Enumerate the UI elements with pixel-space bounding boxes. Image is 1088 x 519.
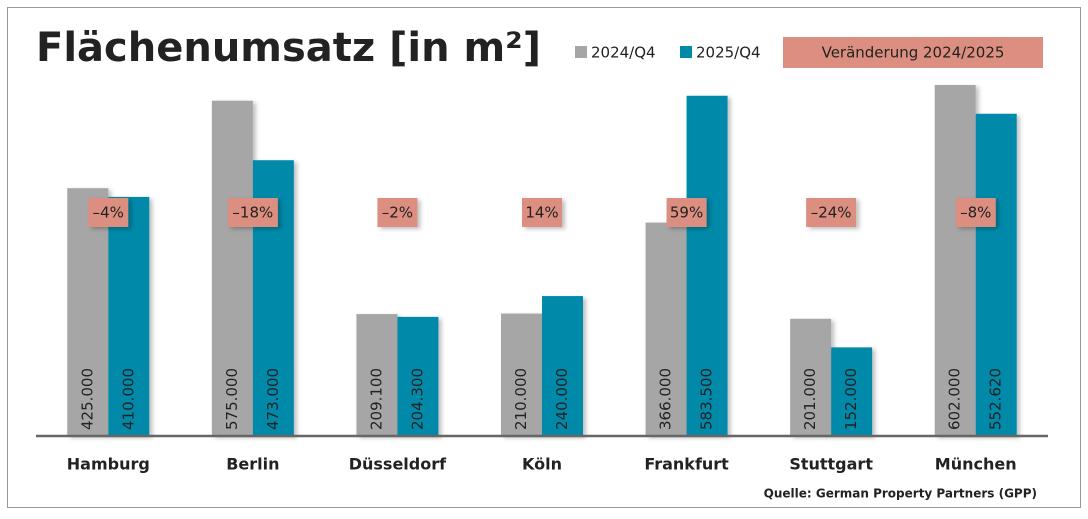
bar: [542, 296, 583, 436]
bar: [790, 318, 832, 436]
change-label: –4%: [93, 204, 124, 222]
change-label: –2%: [382, 204, 413, 222]
change-box: [955, 198, 996, 227]
bar: [934, 84, 976, 436]
value-label: 473.000: [264, 368, 282, 430]
x-tick-label: Stuttgart: [789, 455, 873, 474]
value-label: 240.000: [553, 368, 571, 430]
change-label: 59%: [670, 204, 703, 222]
value-label: 210.000: [512, 368, 530, 430]
change-label: –8%: [960, 204, 991, 222]
legend-change-label: Veränderung 2024/2025: [822, 44, 1005, 62]
change-box: [377, 198, 418, 227]
bar: [67, 188, 109, 436]
change-box: [227, 198, 278, 227]
chart-title: Flächenumsatz [in m²]: [36, 25, 541, 71]
change-box: [88, 198, 129, 227]
x-tick-label: Frankfurt: [644, 455, 729, 474]
value-label: 209.100: [367, 368, 385, 430]
value-label: 366.000: [657, 368, 675, 430]
bar: [501, 313, 542, 436]
value-label: 602.000: [946, 368, 964, 430]
bar: [356, 314, 398, 436]
bar: [397, 316, 439, 436]
bar: [686, 95, 728, 437]
change-label: 14%: [525, 204, 558, 222]
legend-swatch: [680, 46, 692, 58]
change-box: [806, 198, 857, 227]
legend-label: 2025/Q4: [696, 44, 761, 62]
value-label: 425.000: [78, 368, 96, 430]
change-box: [666, 198, 707, 227]
x-tick-label: Köln: [522, 455, 562, 474]
value-label: 575.000: [223, 368, 241, 430]
source: Quelle: German Property Partners (GPP): [764, 487, 1037, 501]
legend-label: 2024/Q4: [591, 44, 656, 62]
legend-swatch: [575, 46, 587, 58]
legend-change-box: [783, 37, 1043, 68]
bar: [831, 347, 873, 436]
x-tick-label: Düsseldorf: [349, 455, 447, 474]
value-label: 583.500: [698, 368, 716, 430]
value-label: 204.300: [408, 368, 426, 430]
value-label: 410.000: [119, 368, 137, 430]
x-tick-label: Hamburg: [67, 455, 150, 474]
value-label: 552.620: [987, 368, 1005, 430]
change-label: –18%: [232, 204, 273, 222]
bar: [211, 100, 253, 436]
change-label: –24%: [811, 204, 852, 222]
bar: [108, 196, 150, 436]
change-box: [522, 198, 562, 227]
x-tick-label: Berlin: [226, 455, 279, 474]
value-label: 152.000: [842, 368, 860, 430]
value-label: 201.000: [801, 368, 819, 430]
bar: [645, 222, 687, 436]
bar: [975, 113, 1017, 436]
x-tick-label: München: [935, 455, 1017, 474]
